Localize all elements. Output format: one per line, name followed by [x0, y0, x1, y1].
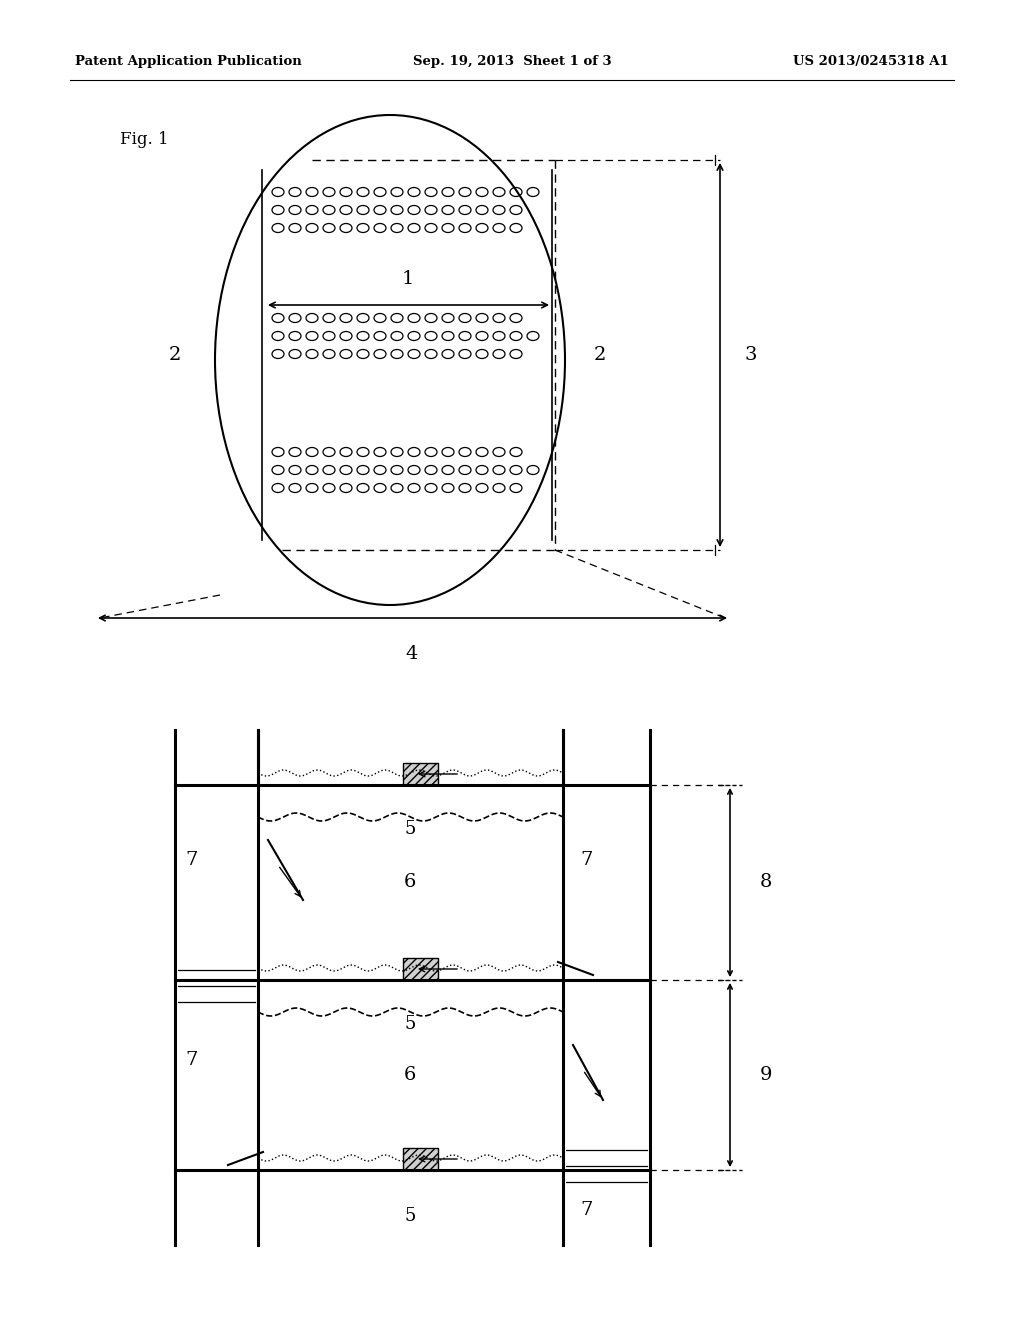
- Bar: [402, 958, 437, 979]
- Text: 5: 5: [404, 1015, 416, 1034]
- Text: 7: 7: [185, 851, 198, 869]
- Text: 3: 3: [745, 346, 758, 364]
- Bar: [402, 763, 437, 785]
- Bar: [402, 958, 437, 979]
- Bar: [402, 1148, 437, 1170]
- Text: Patent Application Publication: Patent Application Publication: [75, 55, 302, 69]
- Text: 5: 5: [404, 1206, 416, 1225]
- Text: 2: 2: [594, 346, 606, 364]
- Text: Fig. 1: Fig. 1: [120, 132, 169, 149]
- Text: 4: 4: [406, 645, 418, 663]
- Text: 7: 7: [580, 1201, 592, 1218]
- Bar: [402, 1148, 437, 1170]
- Bar: [402, 763, 437, 785]
- Text: 9: 9: [760, 1067, 772, 1084]
- Text: 1: 1: [401, 271, 414, 288]
- Text: 6: 6: [403, 873, 416, 891]
- Text: 8: 8: [760, 873, 772, 891]
- Text: 7: 7: [580, 851, 592, 869]
- Text: US 2013/0245318 A1: US 2013/0245318 A1: [794, 55, 949, 69]
- Text: 2: 2: [169, 346, 181, 364]
- Text: 7: 7: [185, 1051, 198, 1069]
- Text: Sep. 19, 2013  Sheet 1 of 3: Sep. 19, 2013 Sheet 1 of 3: [413, 55, 611, 69]
- Text: 5: 5: [404, 820, 416, 838]
- Text: 6: 6: [403, 1067, 416, 1084]
